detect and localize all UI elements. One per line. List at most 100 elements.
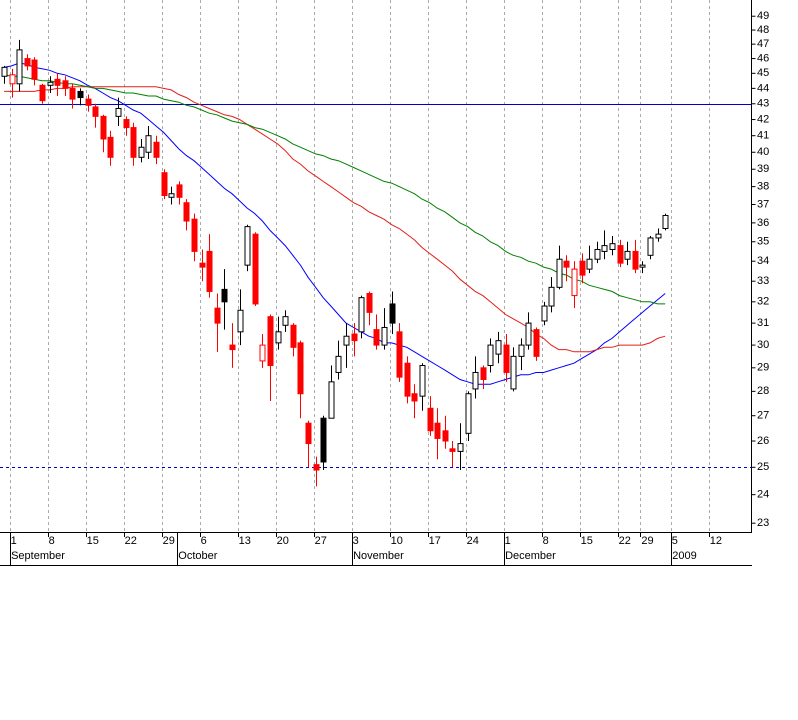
candle-body <box>214 307 221 324</box>
y-tick-label: 25 <box>757 461 769 473</box>
candle-body <box>77 90 84 99</box>
y-tick-label: 37 <box>757 198 769 210</box>
y-tick-label: 33 <box>757 275 769 287</box>
candle-body <box>320 417 327 463</box>
candle-body <box>69 87 76 100</box>
y-tick-label: 28 <box>757 385 769 397</box>
candle-body <box>206 250 213 292</box>
candle-body <box>472 371 479 390</box>
candle-body <box>221 288 228 303</box>
candle-body <box>525 322 532 346</box>
candle-body <box>31 59 38 80</box>
x-tick-label: 27 <box>315 535 327 547</box>
candle-body <box>47 81 54 86</box>
candle-body <box>153 141 160 158</box>
candle-body <box>609 243 616 250</box>
x-tick-label: 20 <box>277 535 289 547</box>
x-tick-label: 5 <box>672 535 678 547</box>
y-tick-label: 32 <box>757 296 769 308</box>
y-tick-label: 47 <box>757 38 769 50</box>
candle-body <box>442 430 449 442</box>
candle-body <box>237 309 244 333</box>
candles <box>1 39 669 487</box>
moving-average-line <box>3 62 666 385</box>
candle-body <box>138 146 145 158</box>
x-tick-label: 1 <box>11 535 17 547</box>
y-tick-label: 45 <box>757 67 769 79</box>
candle-body <box>449 448 456 452</box>
candle-body <box>100 115 107 140</box>
y-tick-label: 42 <box>757 113 769 125</box>
x-tick-label: 24 <box>467 535 479 547</box>
moving-average-line <box>4 86 666 353</box>
x-group-label: October <box>178 550 217 562</box>
candle-body <box>396 331 403 378</box>
candle-body <box>503 344 510 373</box>
candle-body <box>1 66 8 77</box>
candle-body <box>389 303 396 324</box>
y-tick-label: 43 <box>757 98 769 110</box>
candle-body <box>579 260 586 276</box>
x-tick-label: 3 <box>353 535 359 547</box>
y-tick-label: 35 <box>757 236 769 248</box>
candle-body <box>252 233 259 305</box>
x-group-label: 2009 <box>672 550 696 562</box>
candle-body <box>24 58 31 67</box>
candle-body <box>358 297 365 333</box>
x-group-label: December <box>505 550 556 562</box>
x-tick-label: 8 <box>49 535 55 547</box>
candle-body <box>123 119 130 129</box>
y-tick-label: 38 <box>757 181 769 193</box>
candle-body <box>328 381 335 419</box>
y-tick-label: 46 <box>757 52 769 64</box>
candle-body <box>510 355 517 390</box>
candle-body <box>639 264 646 268</box>
candle-body <box>624 250 631 260</box>
candle-body <box>343 335 350 346</box>
candle-body <box>457 443 464 452</box>
candle-body <box>54 78 61 86</box>
candle-body <box>548 286 555 307</box>
candle-body <box>297 342 304 395</box>
candle-body <box>107 136 114 158</box>
candle-body <box>601 245 608 252</box>
candle-body <box>16 49 23 85</box>
candle-body <box>533 329 540 357</box>
y-tick-label: 24 <box>757 489 769 501</box>
y-tick-label: 34 <box>757 255 769 267</box>
candle-body <box>267 316 274 367</box>
candle-body <box>465 393 472 434</box>
candle-body <box>176 184 183 198</box>
overlays <box>3 62 666 385</box>
y-tick-label: 31 <box>757 317 769 329</box>
candle-body <box>617 245 624 264</box>
y-tick-label: 49 <box>757 10 769 22</box>
y-tick-label: 26 <box>757 435 769 447</box>
candle-body <box>85 98 92 106</box>
candle-body <box>305 422 312 445</box>
candle-body <box>419 365 426 397</box>
candle-body <box>495 340 502 355</box>
candle-body <box>259 344 266 362</box>
x-tick-label: 10 <box>391 535 403 547</box>
candle-body <box>275 331 282 344</box>
candle-body <box>541 305 548 322</box>
candle-body <box>632 250 639 270</box>
candle-body <box>92 106 99 117</box>
x-group-label: September <box>11 550 65 562</box>
candle-body <box>282 316 289 326</box>
y-tick-label: 39 <box>757 163 769 175</box>
candle-body <box>434 422 441 439</box>
candle-body <box>39 84 46 102</box>
candle-body <box>229 344 236 351</box>
x-group-label: November <box>353 550 404 562</box>
candle-body <box>556 258 563 288</box>
candle-body <box>290 324 297 348</box>
x-tick-label: 15 <box>87 535 99 547</box>
axes: 2324252627282930313233343536373839404142… <box>0 0 769 566</box>
y-tick-label: 44 <box>757 82 769 94</box>
candle-body <box>404 362 411 397</box>
y-tick-label: 30 <box>757 339 769 351</box>
